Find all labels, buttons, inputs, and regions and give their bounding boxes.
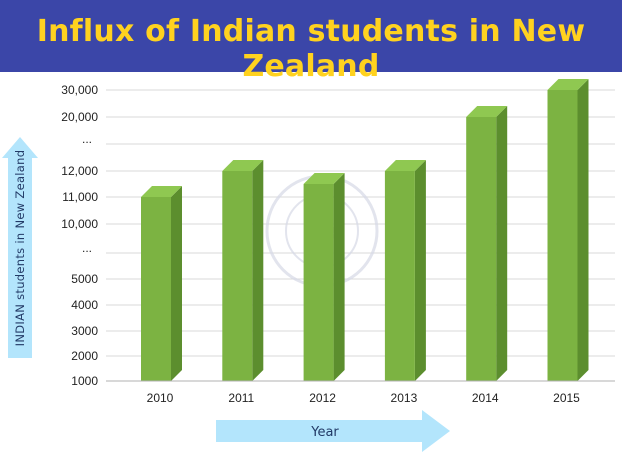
y-tick-label: 2000	[71, 349, 98, 363]
title-banner: Influx of Indian students in New Zealand	[0, 0, 622, 84]
bar-top	[384, 160, 426, 171]
x-tick-label: 2015	[553, 391, 580, 405]
x-tick-label: 2014	[472, 391, 499, 405]
y-axis-arrow	[2, 137, 38, 358]
bar-top	[466, 106, 508, 117]
bar	[466, 117, 497, 381]
y-tick-label: 20,000	[61, 110, 98, 124]
x-tick-label: 2010	[147, 391, 174, 405]
x-tick-label: 2013	[391, 391, 418, 405]
bar-top	[222, 160, 264, 171]
x-tick-label: 2011	[228, 391, 254, 405]
bar	[303, 184, 334, 381]
bar-top	[303, 173, 345, 184]
y-tick-label: 12,000	[61, 164, 98, 178]
y-tick-label: ...	[82, 241, 92, 255]
bar-side	[171, 186, 182, 381]
y-tick-label: 30,000	[61, 83, 98, 97]
y-tick-label: 10,000	[61, 217, 98, 231]
bar-top	[141, 186, 182, 197]
y-tick-label: 1000	[71, 374, 98, 388]
y-tick-label: 11,000	[62, 190, 98, 204]
y-tick-label: ...	[82, 132, 92, 146]
bar	[141, 197, 171, 381]
x-axis-arrow	[216, 410, 450, 452]
bar-side	[414, 160, 426, 381]
bar-side	[333, 173, 345, 381]
bar-side	[252, 160, 264, 381]
y-axis-title: INDIAN students in New Zealand	[13, 150, 27, 347]
y-tick-label: 5000	[71, 272, 98, 286]
y-tick-label: 4000	[71, 298, 98, 312]
bar-side	[577, 79, 589, 381]
bar	[384, 171, 415, 381]
x-tick-label: 2012	[309, 391, 336, 405]
bar	[547, 90, 578, 381]
chart-title: Influx of Indian students in New Zealand	[36, 14, 586, 84]
bar-side	[496, 106, 508, 381]
bar-top	[547, 79, 589, 90]
bar	[222, 171, 253, 381]
y-tick-label: 3000	[71, 324, 98, 338]
x-axis-title: Year	[310, 425, 339, 440]
